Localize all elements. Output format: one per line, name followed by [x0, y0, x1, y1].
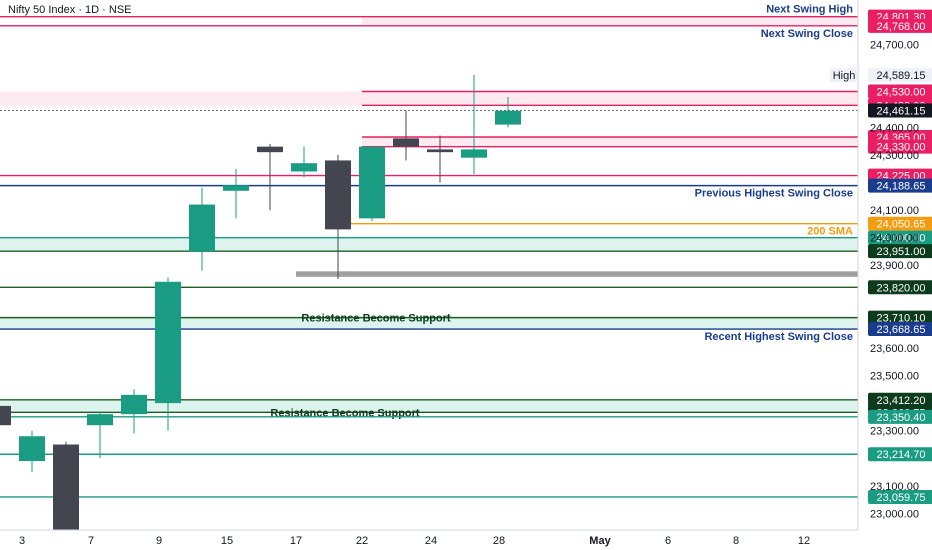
- zone-band: [0, 91, 858, 106]
- candle-body: [291, 163, 317, 172]
- high-marker-tag: [868, 68, 932, 83]
- x-tick-label: 24: [425, 535, 437, 547]
- y-tick-label: 24,400.00: [870, 122, 919, 134]
- y-tick-label: 23,100.00: [870, 481, 919, 493]
- price-tag: [868, 139, 932, 154]
- price-tag: [868, 322, 932, 337]
- price-tag: [868, 447, 932, 462]
- candle-body: [325, 160, 351, 230]
- x-tick-label: May: [589, 535, 611, 547]
- candle-body: [393, 138, 419, 147]
- y-tick-label: 24,300.00: [870, 150, 919, 162]
- y-tick-label: 23,900.00: [870, 260, 919, 272]
- x-tick-label: 9: [156, 535, 162, 547]
- zone-band: [0, 317, 858, 330]
- zone-band: [362, 16, 858, 26]
- price-tag: [868, 310, 932, 325]
- price-tag: [868, 392, 932, 407]
- y-tick-label: 23,500.00: [870, 371, 919, 383]
- x-tick-label: 3: [19, 535, 25, 547]
- price-tag: [868, 84, 932, 99]
- price-tag: [868, 178, 932, 193]
- level-annotation: Next Swing High: [766, 4, 853, 16]
- x-tick-label: 8: [733, 535, 739, 547]
- y-tick-label: 23,300.00: [870, 426, 919, 438]
- x-tick-label: 6: [665, 535, 671, 547]
- candle-body: [87, 414, 113, 426]
- candle-body: [223, 185, 249, 191]
- high-marker-value: 24,589.15: [877, 70, 926, 82]
- price-tag-label: 24,330.00: [877, 142, 926, 154]
- candle-body: [427, 149, 453, 153]
- y-tick-label: 23,600.00: [870, 343, 919, 355]
- candle-body: [257, 146, 283, 153]
- level-annotation: Next Swing Close: [761, 28, 853, 40]
- y-tick-label: 23,000.00: [870, 508, 919, 520]
- price-tag-label: 23,710.10: [877, 313, 926, 325]
- level-annotation: Resistance Become Support: [301, 313, 450, 325]
- candle-body: [121, 394, 147, 415]
- price-tag-label: 24,530.00: [877, 86, 926, 98]
- candle-body: [19, 436, 45, 462]
- y-tick-label: 24,100.00: [870, 205, 919, 217]
- x-tick-label: 12: [798, 535, 810, 547]
- level-annotation: Previous Highest Swing Close: [695, 188, 853, 200]
- price-tag-label: 24,050.65: [877, 219, 926, 231]
- x-tick-label: 22: [356, 535, 368, 547]
- candle-body: [359, 146, 385, 219]
- price-tag: [868, 216, 932, 231]
- x-tick-label: 17: [290, 535, 302, 547]
- price-tag: [868, 244, 932, 259]
- price-tag: [868, 280, 932, 295]
- gray-zone: [296, 271, 858, 277]
- price-tag-label: 23,951.00: [877, 246, 926, 258]
- candle-body: [461, 149, 487, 158]
- price-tag: [868, 18, 932, 33]
- high-marker-bg: [830, 68, 858, 83]
- price-tag-label: 23,059.75: [877, 492, 926, 504]
- x-tick-label: 15: [221, 535, 233, 547]
- candle-body: [0, 405, 11, 426]
- price-tag-label: 23,412.20: [877, 395, 926, 407]
- zone-band: [362, 137, 858, 147]
- x-tick-label: 7: [88, 535, 94, 547]
- zone-band: [0, 399, 858, 413]
- price-tag: [868, 103, 932, 118]
- candle-body: [189, 204, 215, 252]
- high-marker-label: High: [833, 70, 856, 82]
- candle-body: [155, 281, 181, 404]
- price-tag-label: 23,668.65: [877, 324, 926, 336]
- price-tag-label: 23,214.70: [877, 449, 926, 461]
- candle-body: [495, 110, 521, 125]
- y-tick-label: 24,000.00: [870, 233, 919, 245]
- price-tag: [868, 489, 932, 504]
- price-tag-label: 24,768.00: [877, 21, 926, 33]
- price-tag: [868, 230, 932, 245]
- price-tag-label: 24,000.00: [877, 233, 926, 245]
- price-tag: [868, 409, 932, 424]
- price-tag-label: 23,820.00: [877, 282, 926, 294]
- ticker-title: Nifty 50 Index · 1D · NSE: [8, 4, 132, 16]
- y-tick-label: 24,700.00: [870, 40, 919, 52]
- level-annotation: Recent Highest Swing Close: [704, 331, 853, 343]
- candle-body: [53, 444, 79, 530]
- price-tag-label: 24,461.15: [877, 105, 926, 117]
- x-tick-label: 28: [493, 535, 505, 547]
- zone-band: [0, 237, 858, 252]
- level-annotation: 200 SMA: [807, 226, 853, 238]
- price-tag-label: 24,188.65: [877, 181, 926, 193]
- price-tag-label: 23,350.40: [877, 412, 926, 424]
